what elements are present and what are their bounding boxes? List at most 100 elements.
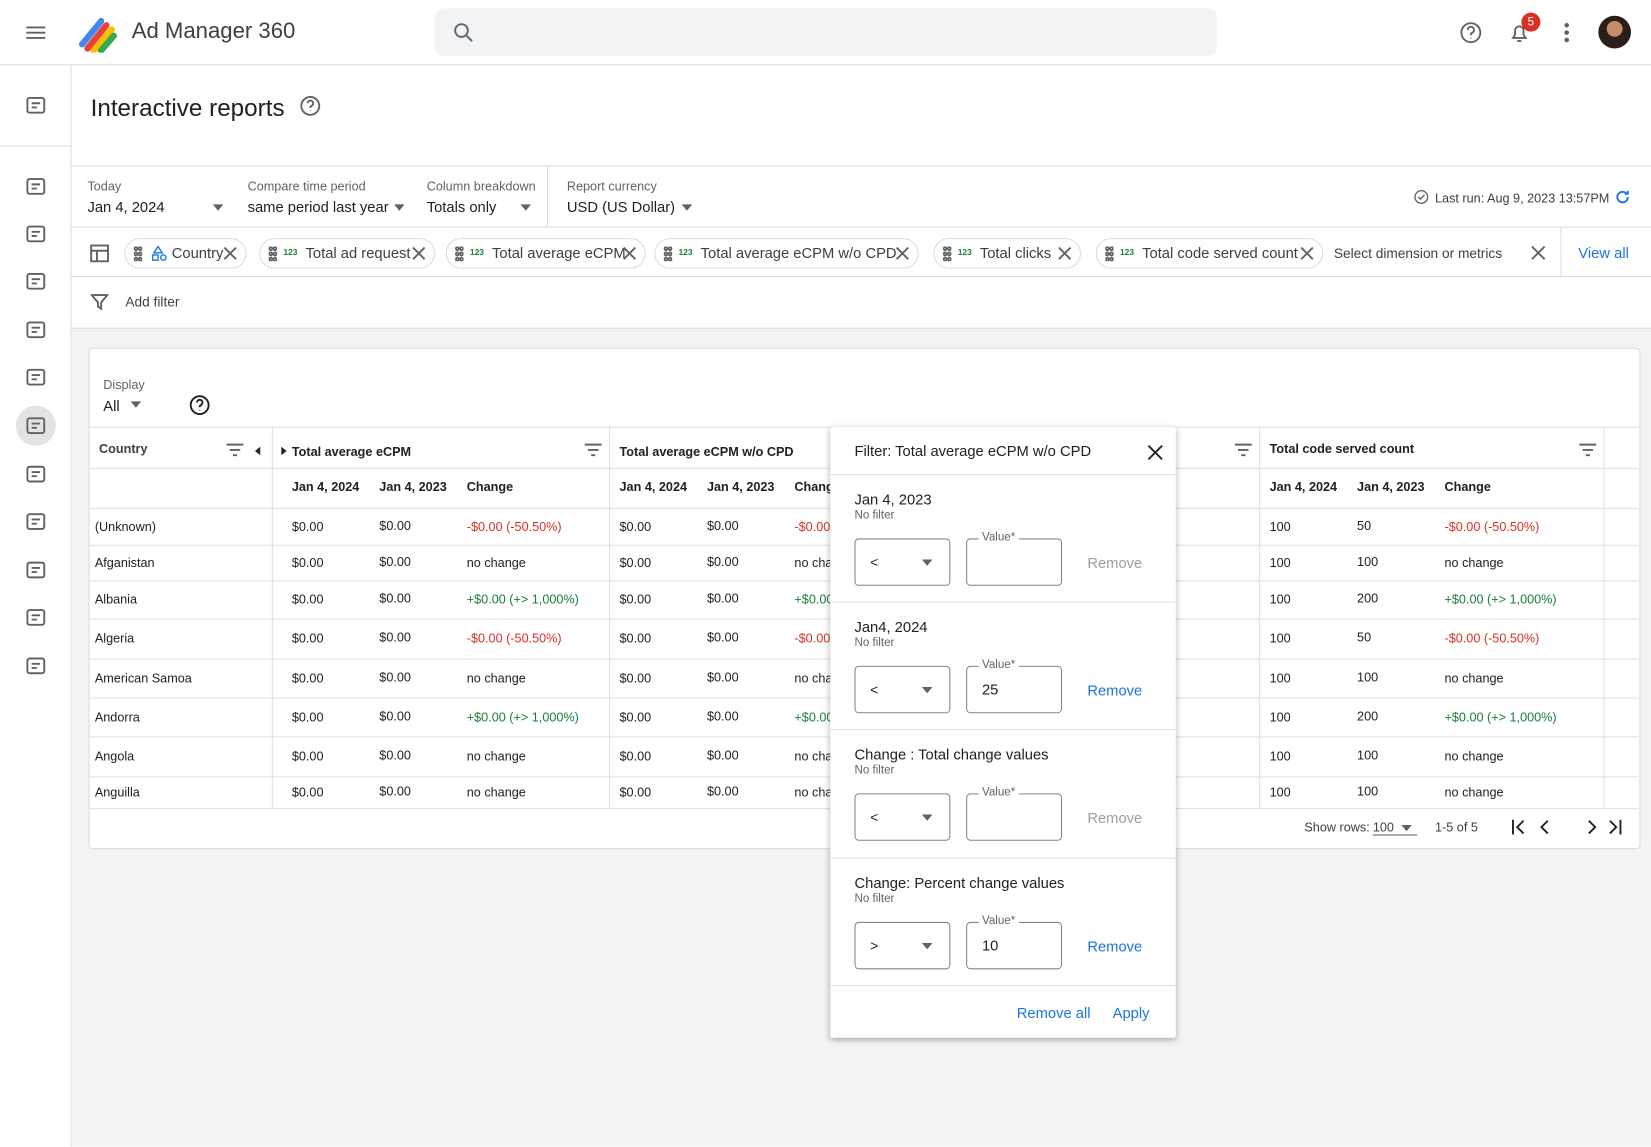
nav-icon[interactable] [25, 464, 46, 485]
table-cell: $0.00 [706, 630, 739, 645]
column-filter-icon[interactable] [1234, 443, 1253, 458]
table-cell: $0.00 [291, 784, 324, 800]
last-page[interactable] [1608, 819, 1623, 836]
nav-icon[interactable] [25, 367, 46, 388]
display-help-icon[interactable] [189, 394, 211, 416]
country-cell: Anguilla [94, 784, 140, 800]
chip[interactable] [933, 238, 1082, 269]
operator-value: < [870, 809, 879, 825]
control-value[interactable]: Jan 4, 2024 [87, 198, 165, 215]
column-filter-icon[interactable] [584, 443, 603, 458]
nav-icon[interactable] [25, 223, 46, 244]
view-all[interactable]: View all [1578, 244, 1629, 262]
value-input[interactable] [966, 793, 1063, 841]
remove-button[interactable]: Remove [1087, 681, 1143, 699]
remove-button[interactable]: Remove [1087, 937, 1143, 955]
remove-button: Remove [1087, 554, 1143, 572]
more-icon[interactable] [1556, 21, 1577, 44]
value-label: Value* [978, 785, 1019, 799]
search-box[interactable] [435, 8, 1217, 56]
chip[interactable] [124, 238, 247, 269]
section-divider [830, 985, 1176, 987]
close-filter[interactable] [1147, 445, 1163, 461]
clear-icon[interactable] [1531, 245, 1546, 260]
first-page[interactable] [1511, 819, 1526, 836]
nav-icon[interactable] [25, 415, 46, 436]
subcolumn-header: Jan 4, 2023 [379, 479, 447, 495]
filter-panel [830, 426, 1176, 1038]
chip-remove[interactable] [623, 246, 637, 261]
metric-badge: 123 [1119, 247, 1135, 258]
control-value[interactable]: USD (US Dollar) [566, 198, 676, 215]
table-cell: $0.00 [291, 518, 324, 534]
value-input[interactable] [966, 665, 1063, 714]
notifications-icon[interactable] [1508, 21, 1531, 44]
help-icon[interactable] [1459, 21, 1482, 44]
chip-remove[interactable] [895, 246, 910, 261]
chip-remove[interactable] [223, 246, 237, 261]
apply-button[interactable]: Apply [1112, 1004, 1150, 1021]
table-cell: 100 [1269, 631, 1291, 646]
dropdown-arrow [921, 814, 933, 821]
operator-select[interactable] [854, 538, 951, 586]
section-status: No filter [854, 892, 895, 906]
control-value[interactable]: same period last year [247, 198, 389, 215]
table-cell: 100 [1269, 518, 1291, 534]
chip-remove[interactable] [1058, 246, 1072, 261]
prev-page[interactable] [1537, 819, 1552, 836]
nav-icon[interactable] [25, 655, 46, 676]
remove-all-button[interactable]: Remove all [1016, 1004, 1091, 1021]
refresh-icon[interactable] [1614, 189, 1631, 206]
table-cell: +$0.00 (+> 1,000%) [1444, 592, 1557, 607]
nav-icon[interactable] [25, 271, 46, 292]
value-input[interactable] [966, 538, 1063, 586]
title-help-icon[interactable] [299, 95, 321, 117]
section-divider [830, 601, 1176, 603]
chip[interactable] [445, 238, 646, 269]
dropdown-arrow [921, 559, 933, 566]
collapse-icon[interactable] [254, 446, 261, 457]
operator-select[interactable] [854, 921, 951, 970]
table-cell: $0.00 [619, 518, 652, 534]
display-value[interactable]: All [103, 397, 120, 415]
nav-icon[interactable] [25, 319, 46, 340]
column-filter-icon[interactable] [1578, 443, 1597, 458]
country-cell: American Samoa [94, 670, 192, 686]
page-range: 1-5 of 5 [1435, 819, 1478, 835]
chip-remove[interactable] [412, 246, 426, 261]
value-input[interactable] [966, 921, 1063, 970]
chip[interactable] [1095, 238, 1324, 269]
menu-icon[interactable] [25, 22, 46, 43]
operator-select[interactable] [854, 793, 951, 841]
chip[interactable] [654, 238, 919, 269]
nav-icon[interactable] [25, 176, 46, 197]
add-filter[interactable]: Add filter [125, 293, 180, 310]
operator-select[interactable] [854, 665, 951, 714]
table-cell: $0.00 [619, 555, 652, 571]
rows-per-page[interactable]: 100 [1372, 820, 1418, 836]
nav-icon[interactable] [25, 607, 46, 628]
next-page[interactable] [1585, 819, 1600, 836]
table-icon[interactable] [90, 243, 110, 263]
nav-icon[interactable] [25, 511, 46, 532]
table-cell: no change [466, 555, 526, 571]
nav-icon[interactable] [25, 559, 46, 580]
select-placeholder[interactable]: Select dimension or metrics [1333, 245, 1503, 262]
section-title: Jan 4, 2023 [854, 490, 932, 508]
top-bar [0, 0, 1651, 66]
control-value[interactable]: Totals only [426, 198, 497, 215]
chip-label: Total average eCPM [492, 244, 626, 262]
drag-handle [942, 246, 952, 262]
expand-icon[interactable] [280, 446, 287, 457]
chip-remove[interactable] [1300, 246, 1314, 261]
grid-line [1259, 426, 1261, 809]
column-filter-icon[interactable] [225, 443, 244, 458]
table-cell: $0.00 [706, 783, 739, 799]
chip[interactable] [259, 238, 436, 269]
table-cell: $0.00 [379, 669, 411, 685]
avatar[interactable] [1598, 15, 1631, 49]
logo [79, 17, 117, 53]
subcolumn-header: Jan 4, 2023 [1357, 479, 1425, 495]
nav-icon[interactable] [25, 95, 46, 116]
chip-label: Total code served count [1142, 244, 1298, 262]
